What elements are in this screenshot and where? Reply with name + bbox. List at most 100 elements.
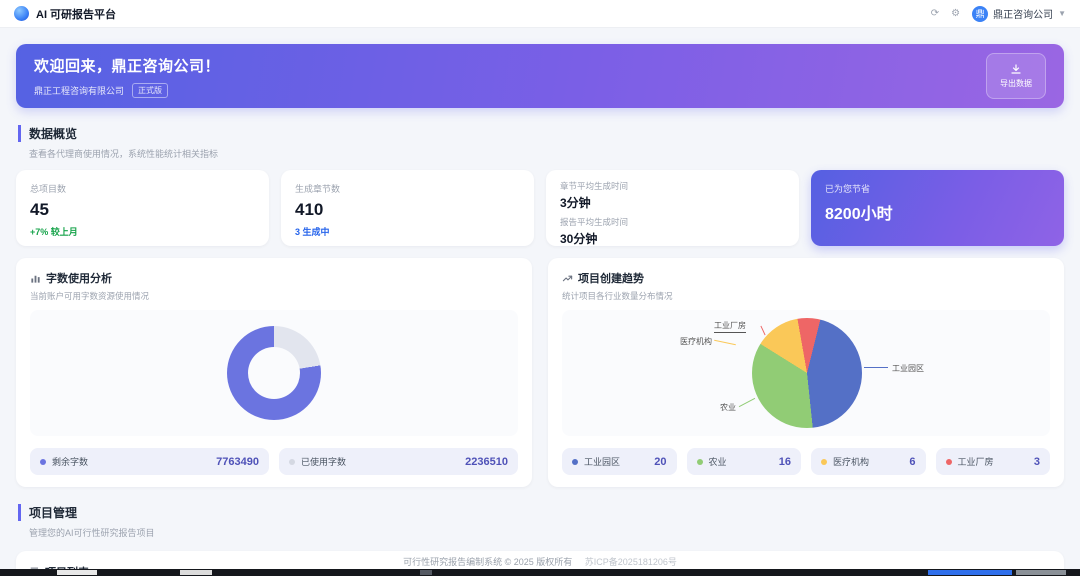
copyright-text: 可行性研究报告编制系统 © 2025 版权所有 — [403, 557, 573, 567]
icp-number: 苏ICP备2025181206号 — [584, 557, 677, 567]
legend-label: 工业园区 — [584, 457, 621, 467]
legend-chip-factory: 工业厂房 3 — [935, 448, 1050, 475]
stat-value: 45 — [30, 200, 49, 219]
pie-label-industrial-park: 工业园区 — [892, 364, 924, 373]
pie-chart — [752, 318, 862, 428]
projects-section-header: 项目管理 管理您的AI可行性研究报告项目 — [18, 504, 1062, 539]
pie-leader-line — [864, 367, 888, 368]
company-name: 鼎正工程咨询有限公司 — [34, 85, 125, 96]
legend-dot — [821, 458, 827, 465]
legend-label: 工业厂房 — [957, 457, 994, 467]
welcome-subtitle: 鼎正工程咨询有限公司 正式版 — [34, 82, 220, 98]
app-logo-icon — [14, 6, 29, 21]
projects-title: 项目管理 — [18, 504, 1062, 521]
legend-label: 农业 — [708, 457, 727, 467]
charts-row: 字数使用分析 当前账户可用字数资源使用情况 剩余字数 7763490 已使用字数… — [16, 258, 1064, 487]
legend-dot — [945, 458, 952, 465]
overview-title: 数据概览 — [18, 125, 1062, 142]
stat-card-generation-times: 章节平均生成时间 3分钟 报告平均生成时间 30分钟 — [546, 170, 799, 246]
project-distribution-card: 项目创建趋势 统计项目各行业数量分布情况 工业厂房 医疗机构 农业 工业园区 工… — [548, 258, 1064, 487]
stat-card-time-saved: 已为您节省 8200小时 — [811, 170, 1064, 246]
word-usage-chart — [30, 310, 518, 436]
edition-badge: 正式版 — [132, 82, 169, 98]
stat-card-generated-chapters: 生成章节数 410 3 生成中 — [281, 170, 534, 246]
stat-cards-row: 总项目数 45 +7% 较上月 生成章节数 410 3 生成中 章节平均生成时间… — [16, 170, 1064, 246]
legend-label: 医疗机构 — [833, 457, 870, 467]
export-data-button[interactable]: 导出数据 — [986, 53, 1046, 99]
stat-delta: +7% 较上月 — [30, 227, 78, 237]
legend-label: 已使用字数 — [301, 457, 347, 467]
dashboard-main: 欢迎回来，鼎正咨询公司！ 鼎正工程咨询有限公司 正式版 导出数据 数据概览 查看… — [0, 28, 1080, 576]
legend-dot — [696, 458, 703, 465]
legend-value: 20 — [654, 455, 667, 468]
avatar: 鼎 — [972, 5, 989, 22]
legend-value: 2236510 — [465, 455, 508, 468]
word-usage-card: 字数使用分析 当前账户可用字数资源使用情况 剩余字数 7763490 已使用字数… — [16, 258, 532, 487]
stat-card-total-projects: 总项目数 45 +7% 较上月 — [16, 170, 269, 246]
navbar-actions: ⟳ ⚙ 鼎 鼎正咨询公司 ▼ — [930, 5, 1066, 22]
legend-dot — [289, 458, 295, 465]
project-distribution-title: 项目创建趋势 — [578, 273, 644, 285]
stat-label: 报告平均生成时间 — [560, 217, 629, 227]
stat-value: 3分钟 — [560, 196, 591, 210]
strip-item — [420, 570, 432, 575]
stat-delta: 3 生成中 — [295, 227, 330, 237]
pie-label-medical: 医疗机构 — [680, 337, 712, 346]
refresh-icon[interactable]: ⟳ — [930, 7, 940, 19]
export-data-label: 导出数据 — [1000, 79, 1032, 88]
project-distribution-title-row: 项目创建趋势 — [562, 270, 1050, 286]
strip-item — [1016, 570, 1066, 575]
legend-chip-remaining: 剩余字数 7763490 — [30, 448, 269, 475]
legend-dot — [40, 458, 46, 465]
strip-item — [57, 570, 97, 575]
welcome-title: 欢迎回来，鼎正咨询公司！ — [34, 57, 221, 75]
bar-chart-icon — [31, 275, 40, 283]
word-usage-title: 字数使用分析 — [46, 273, 112, 285]
legend-value: 3 — [1033, 455, 1040, 468]
stat-label: 已为您节省 — [825, 184, 871, 194]
legend-chip-medical: 医疗机构 6 — [811, 448, 926, 475]
stat-label: 章节平均生成时间 — [560, 181, 629, 191]
page-footer: 可行性研究报告编制系统 © 2025 版权所有 苏ICP备2025181206号 — [0, 555, 1080, 568]
legend-chip-industrial-park: 工业园区 20 — [562, 448, 677, 475]
legend-value: 6 — [909, 455, 916, 468]
stat-value: 30分钟 — [560, 232, 598, 246]
pie-label-factory: 工业厂房 — [714, 320, 746, 333]
welcome-banner: 欢迎回来，鼎正咨询公司！ 鼎正工程咨询有限公司 正式版 导出数据 — [16, 44, 1064, 108]
user-menu[interactable]: 鼎 鼎正咨询公司 ▼ — [972, 5, 1066, 22]
top-navbar: AI 可研报告平台 ⟳ ⚙ 鼎 鼎正咨询公司 ▼ — [0, 0, 1080, 28]
pie-leader-line — [738, 397, 756, 408]
taskbar-strip — [0, 569, 1080, 576]
strip-item — [180, 570, 212, 575]
stat-value: 8200小时 — [825, 206, 893, 223]
download-icon — [1011, 64, 1021, 74]
legend-dot — [572, 458, 578, 465]
legend-value: 16 — [778, 455, 791, 468]
trend-chart-icon — [562, 275, 573, 281]
settings-icon[interactable]: ⚙ — [951, 7, 961, 19]
project-distribution-chart: 工业厂房 医疗机构 农业 工业园区 — [562, 310, 1050, 436]
legend-value: 7763490 — [216, 455, 259, 468]
donut-chart — [227, 326, 321, 420]
word-usage-title-row: 字数使用分析 — [30, 270, 518, 286]
stat-label: 总项目数 — [30, 184, 67, 194]
pie-label-agriculture: 农业 — [720, 403, 736, 412]
stat-value: 410 — [295, 200, 324, 219]
pie-leader-line — [760, 325, 766, 336]
stat-label: 生成章节数 — [295, 184, 341, 194]
welcome-texts: 欢迎回来，鼎正咨询公司！ 鼎正工程咨询有限公司 正式版 — [34, 55, 220, 98]
app-title: AI 可研报告平台 — [36, 8, 117, 21]
word-usage-subtitle: 当前账户可用字数资源使用情况 — [30, 291, 150, 301]
strip-item — [928, 570, 1012, 575]
project-distribution-subtitle: 统计项目各行业数量分布情况 — [562, 291, 673, 301]
user-name: 鼎正咨询公司 — [993, 10, 1054, 21]
overview-subtitle: 查看各代理商使用情况，系统性能统计相关指标 — [29, 149, 219, 159]
pie-leader-line — [714, 339, 736, 346]
word-usage-legend: 剩余字数 7763490 已使用字数 2236510 — [30, 448, 518, 475]
legend-label: 剩余字数 — [52, 457, 89, 467]
chevron-down-icon: ▼ — [1058, 9, 1066, 18]
project-distribution-legend: 工业园区 20 农业 16 医疗机构 6 工业厂房 3 — [562, 448, 1050, 475]
projects-subtitle: 管理您的AI可行性研究报告项目 — [29, 528, 155, 538]
overview-section-header: 数据概览 查看各代理商使用情况，系统性能统计相关指标 — [18, 125, 1062, 160]
legend-chip-used: 已使用字数 2236510 — [279, 448, 518, 475]
